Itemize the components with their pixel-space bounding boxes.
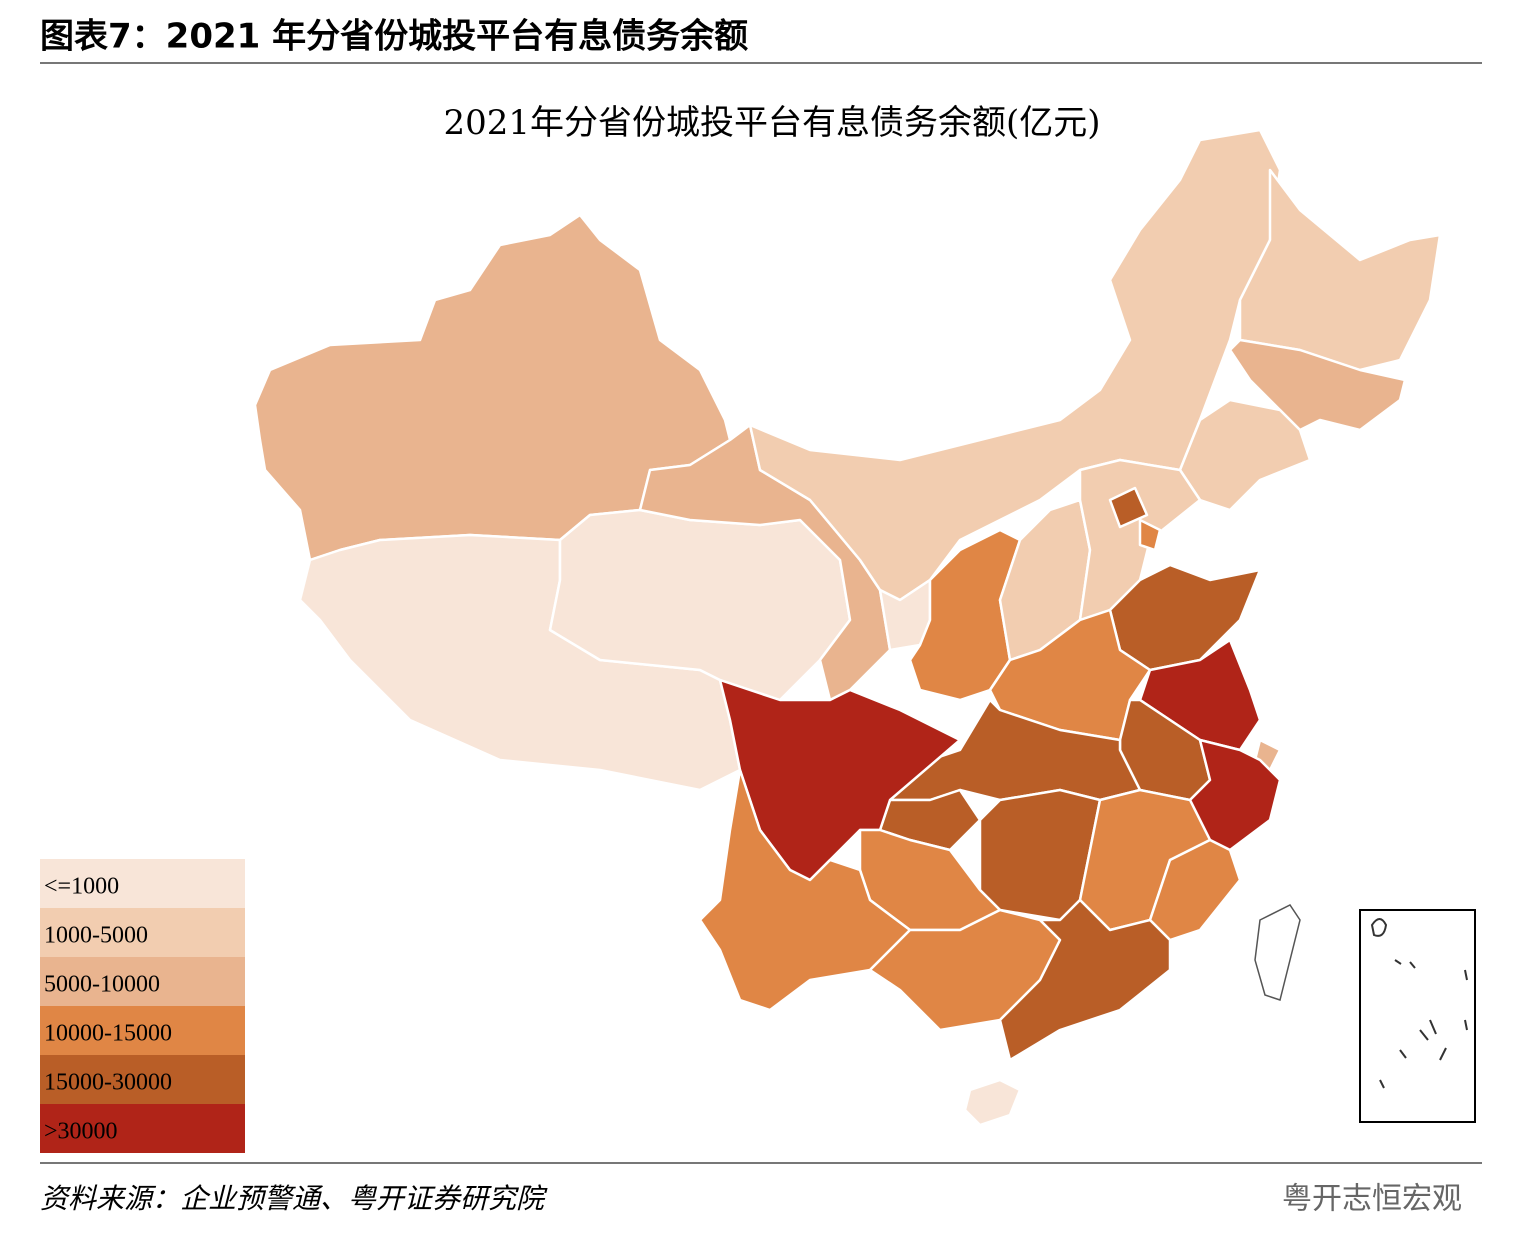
inset-frame [1359, 909, 1476, 1123]
province [1108, 486, 1149, 529]
province [1188, 738, 1282, 852]
legend: <=1000 1000-5000 5000-10000 10000-15000 1500… [40, 859, 245, 1153]
legend-label: 10000-15000 [44, 1021, 172, 1047]
legend-label: 1000-5000 [44, 923, 148, 949]
watermark: 粤开志恒宏观 [1282, 1182, 1462, 1217]
header-title: 图表7：2021 年分省份城投平台有息债务余额 [40, 17, 748, 57]
province [963, 1078, 1022, 1127]
legend-swatch [40, 1006, 245, 1055]
province [1228, 338, 1407, 432]
legend-label: <=1000 [44, 874, 119, 900]
inset-islands [1370, 918, 1468, 1089]
province [998, 898, 1172, 1062]
island-outline [1254, 904, 1301, 1001]
legend-label: 15000-30000 [44, 1070, 172, 1096]
province [1138, 518, 1162, 552]
legend-label: 5000-10000 [44, 972, 160, 998]
legend-label: >30000 [44, 1119, 118, 1145]
legend-swatch [40, 1055, 245, 1104]
legend-swatch [40, 908, 245, 957]
province [1238, 168, 1442, 372]
legend-swatch [40, 859, 245, 908]
province-layer [253, 128, 1442, 1127]
legend-swatch [40, 957, 245, 1006]
map-title: 2021年分省份城投平台有息债务余额(亿元) [443, 103, 1100, 143]
legend-swatch [40, 1104, 245, 1153]
source-note: 资料来源：企业预警通、粤开证券研究院 [40, 1182, 548, 1215]
